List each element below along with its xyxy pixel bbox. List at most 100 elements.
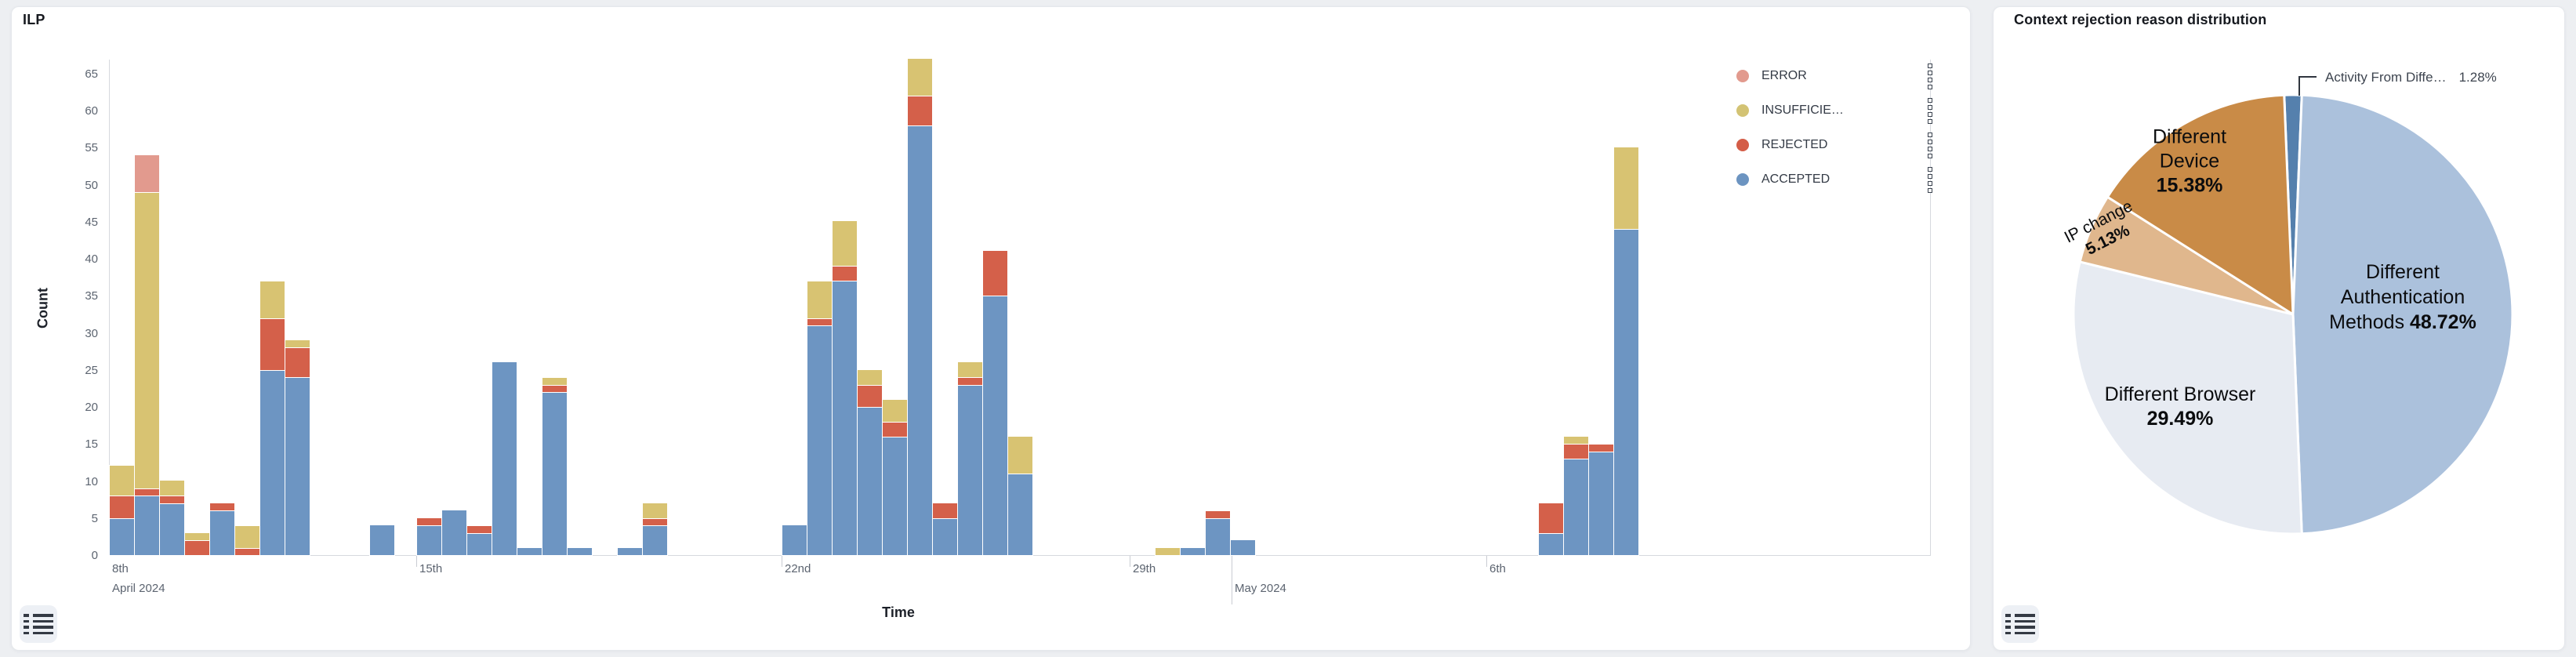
bar-segment-insufficient[interactable] [184,532,210,541]
bar-segment-accepted[interactable] [857,406,883,556]
bar-segment-rejected[interactable] [1538,503,1564,534]
stacked-bar[interactable] [932,503,958,556]
bar-segment-rejected[interactable] [642,517,668,526]
bar-segment-rejected[interactable] [109,495,135,519]
bar-segment-insufficient[interactable] [109,465,135,496]
stacked-bar[interactable] [567,547,593,556]
bar-segment-accepted[interactable] [466,532,492,556]
bar-segment-accepted[interactable] [617,547,643,556]
bar-segment-accepted[interactable] [1007,473,1033,556]
bar-segment-accepted[interactable] [1613,228,1639,556]
bar-segment-accepted[interactable] [807,325,833,556]
stacked-bar[interactable] [782,525,807,556]
drag-handle-icon[interactable] [1926,60,1934,93]
bar-segment-rejected[interactable] [466,525,492,534]
drag-handle-icon[interactable] [1926,164,1934,196]
stacked-bar[interactable] [285,339,310,556]
pie-slice-different-device[interactable] [2106,93,2295,316]
bar-segment-accepted[interactable] [882,436,908,556]
bar-segment-rejected[interactable] [932,503,958,519]
bar-segment-insufficient[interactable] [907,58,933,96]
stacked-bar[interactable] [109,465,135,556]
bar-segment-rejected[interactable] [234,547,260,556]
bar-segment-rejected[interactable] [882,421,908,437]
stacked-bar[interactable] [517,547,542,556]
bar-segment-rejected[interactable] [416,517,442,526]
bar-segment-rejected[interactable] [285,347,310,378]
bar-segment-rejected[interactable] [907,95,933,126]
stacked-bar[interactable] [857,369,883,556]
stacked-bar[interactable] [982,250,1008,556]
stacked-bar[interactable] [882,399,908,556]
legend-toggle-button[interactable] [2001,605,2039,643]
bar-segment-accepted[interactable] [542,391,568,556]
stacked-bar[interactable] [1007,436,1033,556]
bar-segment-insufficient[interactable] [832,220,858,267]
stacked-bar[interactable] [542,377,568,556]
pie-slice-different-browser[interactable] [2072,260,2303,535]
bar-segment-rejected[interactable] [209,503,235,511]
bar-segment-accepted[interactable] [567,547,593,556]
stacked-bar[interactable] [1613,147,1639,556]
stacked-bar[interactable] [1588,444,1614,556]
bar-segment-insufficient[interactable] [234,525,260,549]
bar-segment-rejected[interactable] [982,250,1008,296]
stacked-bar[interactable] [209,503,235,556]
bar-segment-accepted[interactable] [782,525,807,556]
bar-segment-accepted[interactable] [159,503,185,556]
bar-segment-rejected[interactable] [1205,510,1231,519]
bar-segment-insufficient[interactable] [285,339,310,348]
bar-segment-accepted[interactable] [492,361,517,556]
legend-item-error[interactable]: ERROR [1736,59,1934,93]
stacked-bar[interactable] [1538,503,1564,556]
bar-segment-rejected[interactable] [159,495,185,504]
bar-segment-rejected[interactable] [857,384,883,408]
bar-segment-accepted[interactable] [259,369,285,556]
stacked-bar[interactable] [441,510,467,556]
stacked-bar[interactable] [159,480,185,556]
bar-segment-insufficient[interactable] [807,281,833,319]
bar-segment-rejected[interactable] [542,384,568,393]
stacked-bar[interactable] [492,361,517,556]
stacked-bar[interactable] [957,361,983,556]
bar-segment-rejected[interactable] [184,539,210,556]
bar-segment-insufficient[interactable] [1613,147,1639,230]
bar-segment-insufficient[interactable] [159,480,185,496]
stacked-bar[interactable] [1205,510,1231,556]
bar-segment-accepted[interactable] [642,525,668,556]
bar-segment-accepted[interactable] [932,517,958,556]
bar-segment-accepted[interactable] [1588,451,1614,556]
stacked-bar[interactable] [907,58,933,556]
bar-segment-rejected[interactable] [832,265,858,281]
stacked-bar[interactable] [807,281,833,556]
bar-segment-accepted[interactable] [1538,532,1564,556]
bar-segment-insufficient[interactable] [1007,436,1033,474]
bar-segment-insufficient[interactable] [542,377,568,386]
bar-segment-insufficient[interactable] [1155,547,1181,556]
drag-handle-icon[interactable] [1926,129,1934,162]
bar-segment-accepted[interactable] [957,384,983,556]
bar-segment-insufficient[interactable] [134,191,160,489]
stacked-bar[interactable] [134,154,160,556]
stacked-bar[interactable] [259,281,285,556]
stacked-bar[interactable] [234,525,260,556]
bar-segment-accepted[interactable] [209,510,235,556]
stacked-bar[interactable] [1155,547,1181,556]
bar-segment-accepted[interactable] [1205,517,1231,556]
bar-segment-accepted[interactable] [441,510,467,556]
stacked-bar[interactable] [466,525,492,556]
bar-segment-accepted[interactable] [416,525,442,556]
bar-segment-rejected[interactable] [807,318,833,326]
legend-toggle-button[interactable] [20,605,57,643]
bar-segment-rejected[interactable] [1588,444,1614,452]
bar-segment-rejected[interactable] [957,377,983,386]
pie-slice-different-authentication-methods[interactable] [2291,93,2514,535]
bar-segment-accepted[interactable] [832,280,858,556]
bar-segment-insufficient[interactable] [857,369,883,386]
stacked-bar[interactable] [184,532,210,556]
stacked-bar[interactable] [642,503,668,556]
bar-segment-insufficient[interactable] [957,361,983,378]
bar-segment-accepted[interactable] [285,376,310,556]
drag-handle-icon[interactable] [1926,95,1934,127]
bar-segment-rejected[interactable] [1563,443,1589,459]
